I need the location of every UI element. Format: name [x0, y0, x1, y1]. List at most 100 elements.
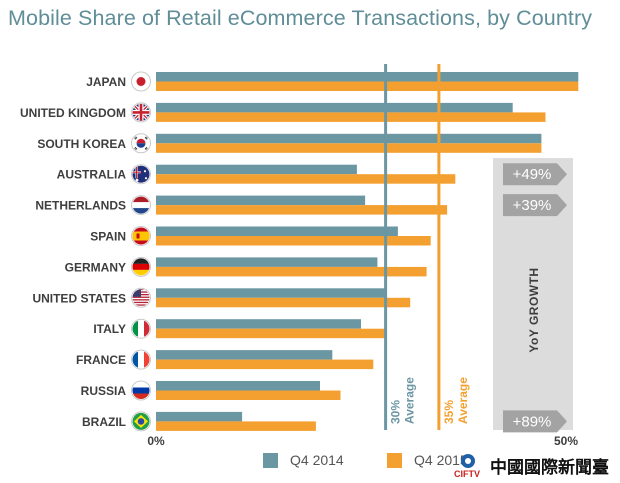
bar-q4-2015-netherlands [156, 205, 448, 215]
legend-item-q4-2015: Q4 2015 [387, 452, 468, 468]
de-red [132, 263, 150, 270]
bar-q4-2015-australia [156, 174, 456, 184]
flag-body [132, 258, 150, 276]
bar-q4-2015-brazil [156, 421, 316, 431]
growth-badge-brazil [503, 410, 567, 433]
flag-body [132, 289, 150, 307]
growth-badge-label: +89% [513, 413, 552, 430]
x-axis: 0% 50% [147, 434, 578, 448]
es-arms [136, 233, 140, 239]
de-black [132, 258, 150, 264]
italy-flag-icon [131, 318, 151, 339]
bar-q4-2014-spain [156, 226, 398, 236]
legend-label-q4-2015: Q4 2015 [414, 452, 468, 468]
category-label-brazil: BRAZIL [82, 415, 126, 429]
france-flag-icon [131, 349, 151, 370]
bar-q4-2014-germany [156, 257, 378, 267]
korea-top [136, 138, 146, 144]
category-label-united-kingdom: UNITED KINGDOM [20, 106, 126, 120]
category-label-italy: ITALY [93, 322, 126, 336]
de-gold [132, 269, 150, 276]
br-globe [137, 418, 145, 425]
spain-flag-icon [131, 226, 151, 246]
bar-chart: YoY GROWTH 30% Average 35% Average JAPANUNI… [20, 64, 579, 448]
brazil-flag-icon [131, 411, 151, 432]
bar-q4-2015-japan [156, 81, 579, 91]
flag-body [132, 412, 150, 430]
au-star [135, 178, 139, 182]
bar-q4-2015-france [156, 359, 374, 370]
bar-q4-2014-united-states [156, 288, 386, 298]
x-tick-label-0: 0% [147, 434, 165, 448]
australia-flag-icon [131, 164, 151, 185]
ru-blue [132, 387, 150, 394]
us-stripe [132, 299, 150, 301]
average-label: Average [456, 377, 470, 424]
flag-body [132, 134, 150, 152]
flag-body [132, 196, 150, 214]
flag-body [132, 103, 150, 121]
bar-q4-2014-united-kingdom [156, 102, 513, 113]
legend-swatch-q4-2015 [387, 452, 402, 468]
category-label-japan: JAPAN [86, 75, 126, 89]
korea-trigrams [133, 135, 149, 151]
watermark: CIFTV 中國國際新聞臺 [452, 452, 609, 479]
legend-item-q4-2014: Q4 2014 [263, 452, 344, 468]
bar-q4-2015-italy [156, 328, 386, 339]
bar-q4-2015-united-kingdom [156, 112, 546, 122]
flag-body [132, 227, 150, 245]
us-stripe [132, 296, 150, 298]
us-stripe [132, 301, 150, 304]
flag-body [132, 73, 150, 90]
category-label-south-korea: SOUTH KOREA [37, 137, 126, 151]
growth-badge-australia [503, 163, 567, 186]
flag-body [132, 351, 150, 369]
bar-q4-2015-russia [156, 390, 341, 400]
watermark-text: 中國國際新聞臺 [490, 457, 609, 478]
flag-body [132, 165, 150, 183]
average-label: 35% [442, 400, 456, 424]
category-label-netherlands: NETHERLANDS [35, 199, 126, 213]
bar-q4-2015-south-korea [156, 143, 542, 153]
japan-flag-icon [131, 71, 151, 92]
chart-title: Mobile Share of Retail eCommerce Transac… [8, 6, 593, 30]
legend-swatch-q4-2014 [263, 452, 278, 468]
us-stripe [132, 304, 150, 306]
category-label-australia: AUSTRALIA [57, 168, 127, 182]
korea-bottom [136, 143, 146, 148]
cctv-logo: CIFTV [452, 452, 488, 479]
growth-badge-label: +49% [513, 166, 552, 183]
category-label-spain: SPAIN [90, 230, 126, 244]
growth-badge-label: +39% [513, 197, 552, 214]
flag-body [132, 382, 150, 399]
fr-blue [132, 351, 138, 369]
nl-blue [132, 208, 150, 214]
bars [156, 72, 579, 431]
average-lines: 30% Average 35% Average [384, 64, 470, 430]
ru-red [132, 393, 150, 399]
bar-q4-2015-spain [156, 236, 431, 246]
x-tick-label-50: 50% [554, 434, 578, 448]
russia-flag-icon [131, 380, 151, 401]
bar-q4-2015-germany [156, 266, 427, 277]
netherlands-flag-icon [131, 195, 151, 216]
category-label-germany: GERMANY [65, 260, 126, 274]
bar-q4-2014-russia [156, 381, 320, 391]
japan-sun [136, 77, 146, 86]
category-label-france: FRANCE [76, 353, 126, 367]
growth-badge-netherlands [503, 194, 567, 217]
average-label: Average [403, 377, 417, 424]
bar-q4-2014-japan [156, 72, 579, 82]
nl-red [132, 196, 150, 203]
bar-q4-2015-united-states [156, 297, 411, 308]
bar-q4-2014-netherlands [156, 195, 366, 206]
it-red [144, 320, 150, 338]
usa-flag-icon [131, 287, 151, 308]
uk-flag-icon [131, 102, 151, 123]
south-korea-flag-icon [131, 133, 151, 154]
uk-cross-red [132, 103, 150, 121]
flag-body [132, 320, 150, 338]
us-canton [132, 289, 141, 297]
bar-q4-2014-australia [156, 164, 357, 175]
au-star [144, 177, 148, 180]
